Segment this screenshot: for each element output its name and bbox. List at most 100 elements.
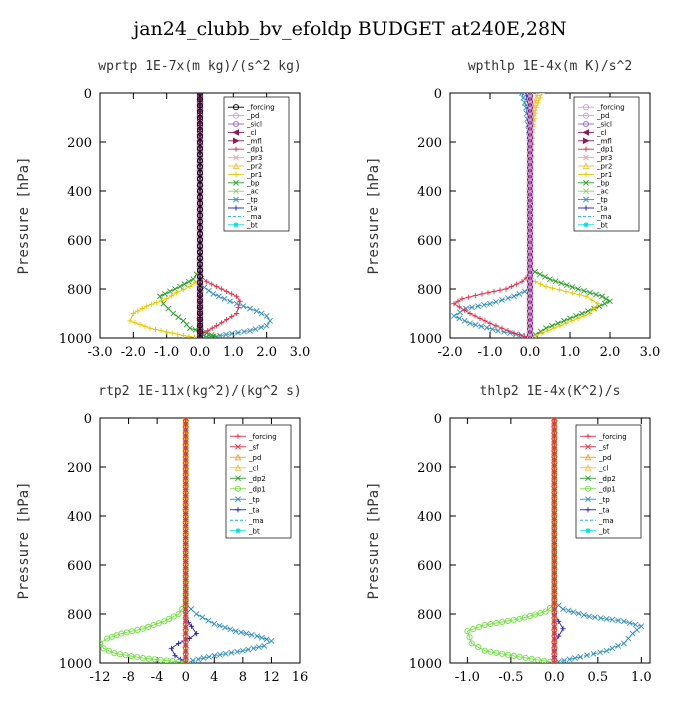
data-point [526, 203, 534, 210]
series-line-pr1 [129, 93, 201, 338]
legend-label: _bt [248, 527, 260, 535]
legend-entry-pr2: _pr2 [578, 162, 612, 171]
data-point [199, 614, 206, 621]
legend-label: _sf [598, 443, 609, 451]
legend-entry-sf: _sf [580, 443, 609, 451]
data-point [520, 94, 527, 101]
y-tick-label: 0 [84, 412, 92, 427]
legend-entry-bt: _bt [578, 221, 608, 229]
data-point [183, 516, 189, 523]
data-point [534, 93, 542, 97]
data-point [493, 298, 499, 305]
data-point [551, 493, 557, 499]
data-point [551, 624, 557, 630]
series-forcing [551, 418, 557, 663]
data-point [196, 108, 204, 115]
data-point [551, 427, 557, 433]
data-point [534, 656, 541, 663]
data-point [634, 627, 640, 633]
data-point [196, 255, 204, 262]
data-point [151, 656, 158, 663]
data-point [487, 620, 494, 628]
data-point [526, 131, 534, 138]
data-point [552, 278, 559, 285]
data-point [250, 645, 257, 652]
data-point [209, 325, 215, 331]
data-point [551, 439, 557, 445]
data-point [456, 304, 462, 310]
data-point [581, 313, 587, 319]
data-point [196, 120, 204, 127]
legend-entry-ta: _ta [580, 506, 610, 514]
data-point [211, 620, 218, 627]
data-point [235, 329, 241, 336]
data-point [526, 257, 534, 264]
data-point [258, 324, 265, 331]
legend-entry-dp2: _dp2 [580, 475, 616, 483]
data-point [187, 325, 193, 332]
legend-marker [584, 464, 592, 471]
data-point [183, 522, 189, 529]
legend-marker [583, 188, 589, 195]
legend-label: _ac [246, 188, 259, 196]
data-point [196, 292, 204, 299]
data-point [563, 282, 570, 288]
x-tick-label: 1.0 [223, 345, 244, 360]
data-point [183, 606, 189, 612]
data-point [175, 658, 182, 663]
data-point [111, 650, 118, 657]
data-point [261, 642, 268, 649]
data-point [149, 301, 155, 307]
data-point [482, 318, 488, 324]
data-point [142, 323, 148, 329]
data-point [587, 310, 593, 317]
data-point [139, 655, 146, 662]
data-point [196, 145, 204, 152]
data-point [137, 321, 143, 328]
data-point [183, 612, 189, 618]
data-point [487, 300, 493, 307]
data-point [607, 298, 613, 305]
y-tick-label: 0 [84, 87, 92, 102]
data-point [558, 280, 565, 287]
legend-marker [232, 104, 240, 111]
legend-entry-pr2: _pr2 [228, 162, 262, 171]
data-point [247, 327, 253, 334]
legend-label: _tp [248, 496, 260, 504]
y-axis-label: Pressure [hPa] [16, 481, 32, 599]
data-point [239, 647, 246, 654]
legend-label: _ac [596, 188, 609, 196]
data-point [551, 552, 557, 559]
series-line-bp [159, 93, 217, 338]
data-point [183, 618, 189, 624]
legend-marker [585, 443, 591, 450]
y-tick-label: 1000 [409, 332, 442, 347]
plot-frame [449, 417, 651, 664]
data-point [551, 660, 557, 663]
legend-label: _ma [246, 213, 262, 221]
data-point [254, 633, 261, 639]
legend-marker [232, 129, 240, 136]
data-point [497, 287, 503, 293]
x-tick-label: -2.0 [437, 345, 462, 360]
data-point [183, 540, 189, 547]
data-point [477, 315, 483, 321]
data-point [526, 311, 534, 318]
data-point [217, 651, 223, 658]
legend-entry-ta: _ta [578, 205, 608, 213]
data-point [475, 303, 481, 310]
data-point [526, 305, 534, 312]
data-point [481, 647, 488, 654]
data-point [169, 293, 175, 299]
legend-entry-sf: _sf [230, 443, 259, 451]
chart-title: wpthlp 1E-4x(m K)/s^2 [468, 59, 632, 74]
legend-marker [233, 179, 239, 186]
data-point [526, 113, 534, 120]
panel-wprtp: wprtp 1E-7x(m kg)/(s^2 kg) Pressure [hPa]… [0, 45, 350, 390]
data-point [263, 636, 270, 643]
data-point [135, 308, 141, 314]
data-point [180, 332, 186, 338]
legend-entry-forcing: _forcing [230, 433, 277, 441]
data-point [214, 323, 220, 329]
data-point [551, 451, 557, 457]
